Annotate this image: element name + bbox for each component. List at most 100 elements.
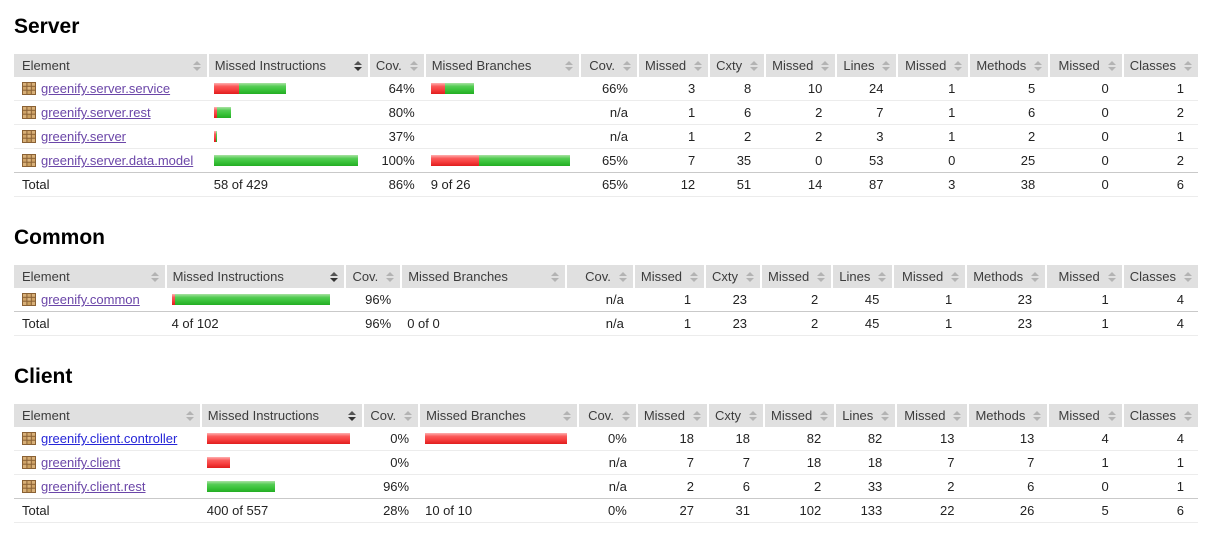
section-client: Client Element Missed Instructions Cov. Miss… [14, 366, 1198, 523]
column-header-missed-7[interactable]: Missed [764, 54, 837, 77]
coverage-value: 80% [368, 100, 425, 125]
column-header-missed-instructions-1[interactable]: Missed Instructions [164, 265, 346, 288]
sort-icon [1184, 410, 1192, 421]
sort-icon [618, 271, 627, 282]
sort-icon [621, 410, 630, 421]
column-header-cov--2[interactable]: Cov. [362, 404, 420, 427]
column-header-lines-8[interactable]: Lines [831, 265, 894, 288]
column-header-lines-8[interactable]: Lines [834, 404, 897, 427]
column-header-classes-12[interactable]: Classes [1121, 54, 1198, 77]
coverage-value: n/a [578, 450, 637, 475]
column-header-methods-10[interactable]: Methods [965, 265, 1047, 288]
sort-icon [192, 60, 201, 71]
column-label: Missed Branches [408, 269, 508, 284]
package-link[interactable]: greenify.client [41, 455, 121, 470]
column-header-missed-branches-3[interactable]: Missed Branches [423, 54, 581, 77]
total-instructions: 58 of 429 [207, 172, 369, 197]
package-link[interactable]: greenify.common [41, 292, 140, 307]
column-header-cxty-6[interactable]: Cxty [704, 265, 762, 288]
classes-value: 2 [1122, 148, 1198, 173]
package-link[interactable]: greenify.client.rest [41, 479, 146, 494]
missed-value: 1 [1046, 311, 1123, 336]
total-branches: 10 of 10 [419, 498, 579, 523]
sort-icon [951, 271, 960, 282]
bar-red-segment [213, 83, 239, 94]
column-header-cov--4[interactable]: Cov. [577, 404, 637, 427]
bar-green-segment [216, 107, 231, 118]
column-header-missed-5[interactable]: Missed [636, 54, 710, 77]
column-header-element-0[interactable]: Element [14, 265, 166, 288]
column-header-missed-instructions-1[interactable]: Missed Instructions [199, 404, 364, 427]
sort-icon [1184, 271, 1192, 282]
column-header-classes-12[interactable]: Classes [1121, 404, 1198, 427]
column-header-classes-12[interactable]: Classes [1121, 265, 1198, 288]
sort-icon [565, 60, 574, 71]
sort-icon [882, 60, 891, 71]
column-header-lines-8[interactable]: Lines [835, 54, 898, 77]
column-label: Missed [772, 58, 814, 73]
package-icon [22, 154, 36, 167]
missed-value: 13 [940, 431, 955, 446]
coverage-value: 66% [601, 81, 628, 96]
coverage-value: 0% [390, 431, 410, 446]
coverage-table-client: Element Missed Instructions Cov. Missed Bra… [14, 404, 1198, 523]
package-link[interactable]: greenify.server.data.model [41, 153, 194, 168]
classes-value: 4 [1122, 311, 1198, 336]
column-label: Lines [842, 408, 874, 423]
sort-icon [749, 410, 758, 421]
missed-value: 7 [896, 450, 969, 475]
column-header-cov--4[interactable]: Cov. [564, 265, 634, 288]
total-row: Total 400 of 557 28% 10 of 10 0% 27 31 102 133 22… [14, 498, 1198, 523]
column-header-missed-9[interactable]: Missed [896, 54, 970, 77]
column-header-cov--2[interactable]: Cov. [367, 54, 425, 77]
column-label: Cxty [712, 269, 739, 284]
lines-value: 7 [836, 100, 898, 125]
package-icon [22, 456, 36, 469]
column-header-missed-11[interactable]: Missed [1045, 265, 1123, 288]
column-label: Classes [1129, 58, 1176, 73]
column-header-cov--4[interactable]: Cov. [579, 54, 638, 77]
package-link[interactable]: greenify.server [41, 129, 127, 144]
column-header-missed-11[interactable]: Missed [1047, 404, 1123, 427]
column-header-missed-9[interactable]: Missed [892, 265, 967, 288]
missed-instructions-bar-cell [207, 148, 369, 173]
header-row: Element Missed Instructions Cov. Missed Bra… [14, 265, 1198, 288]
package-link[interactable]: greenify.server.rest [41, 105, 151, 120]
missed-value: 1 [948, 81, 956, 96]
missed-instructions-bar-cell [207, 124, 369, 149]
column-header-cxty-6[interactable]: Cxty [708, 54, 766, 77]
column-header-element-0[interactable]: Element [14, 404, 201, 427]
missed-value: 1 [944, 292, 953, 307]
classes-value: 4 [1176, 292, 1184, 307]
column-header-missed-11[interactable]: Missed [1048, 54, 1123, 77]
column-header-methods-10[interactable]: Methods [967, 404, 1049, 427]
sort-icon [404, 410, 413, 421]
missed-value: 0 [1049, 148, 1123, 173]
total-branches: 0 of 0 [401, 311, 566, 336]
sort-icon [881, 410, 890, 421]
missed-branches-bar [425, 433, 572, 444]
total-instructions: 400 of 557 [200, 498, 364, 523]
package-link[interactable]: greenify.server.service [41, 81, 171, 96]
column-header-missed-5[interactable]: Missed [632, 265, 706, 288]
column-header-missed-9[interactable]: Missed [895, 404, 969, 427]
element-cell: greenify.server.rest [14, 100, 208, 125]
missed-branches-bar-cell [425, 77, 580, 101]
column-header-missed-7[interactable]: Missed [763, 404, 836, 427]
column-header-missed-5[interactable]: Missed [635, 404, 709, 427]
column-header-cxty-6[interactable]: Cxty [707, 404, 765, 427]
missed-value: 1 [893, 311, 967, 336]
section-title-client: Client [14, 365, 73, 388]
column-header-missed-branches-3[interactable]: Missed Branches [418, 404, 579, 427]
column-header-element-0[interactable]: Element [14, 54, 208, 77]
column-label: Lines [839, 269, 871, 284]
column-header-methods-10[interactable]: Methods [968, 54, 1050, 77]
column-header-cov--2[interactable]: Cov. [344, 265, 402, 288]
column-header-missed-branches-3[interactable]: Missed Branches [400, 265, 566, 288]
lines-value: 45 [832, 311, 894, 336]
bar-red-segment [171, 294, 175, 305]
package-link[interactable]: greenify.client.controller [41, 431, 178, 446]
column-header-missed-7[interactable]: Missed [760, 265, 833, 288]
coverage-value: 96% [363, 474, 420, 499]
column-header-missed-instructions-1[interactable]: Missed Instructions [206, 54, 369, 77]
